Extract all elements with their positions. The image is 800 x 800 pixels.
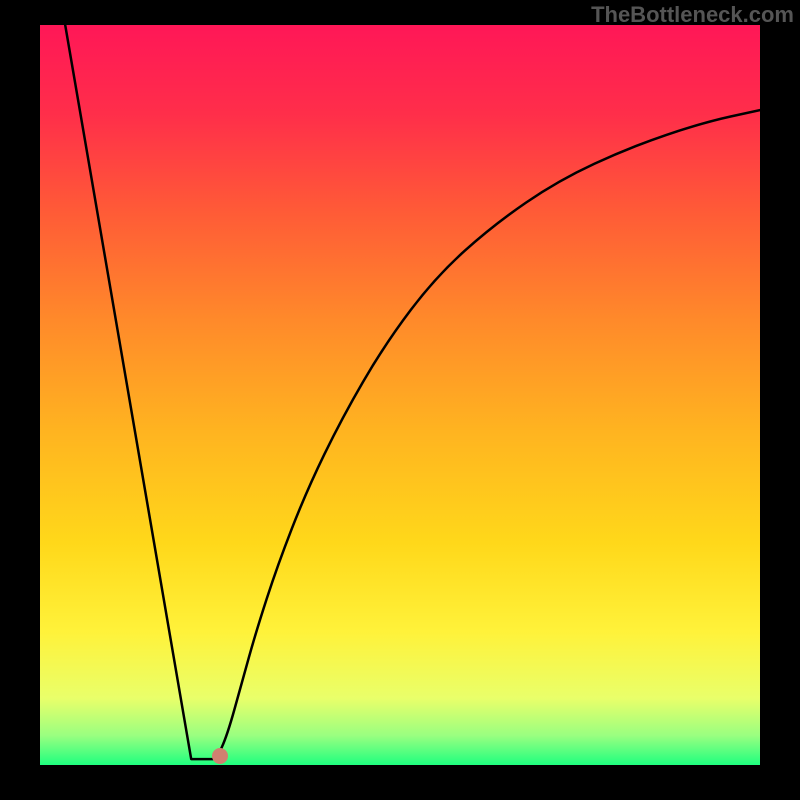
watermark-text: TheBottleneck.com (591, 2, 794, 28)
bottleneck-curve (40, 25, 760, 765)
optimal-point-marker (212, 748, 228, 764)
bottleneck-chart (40, 25, 760, 765)
